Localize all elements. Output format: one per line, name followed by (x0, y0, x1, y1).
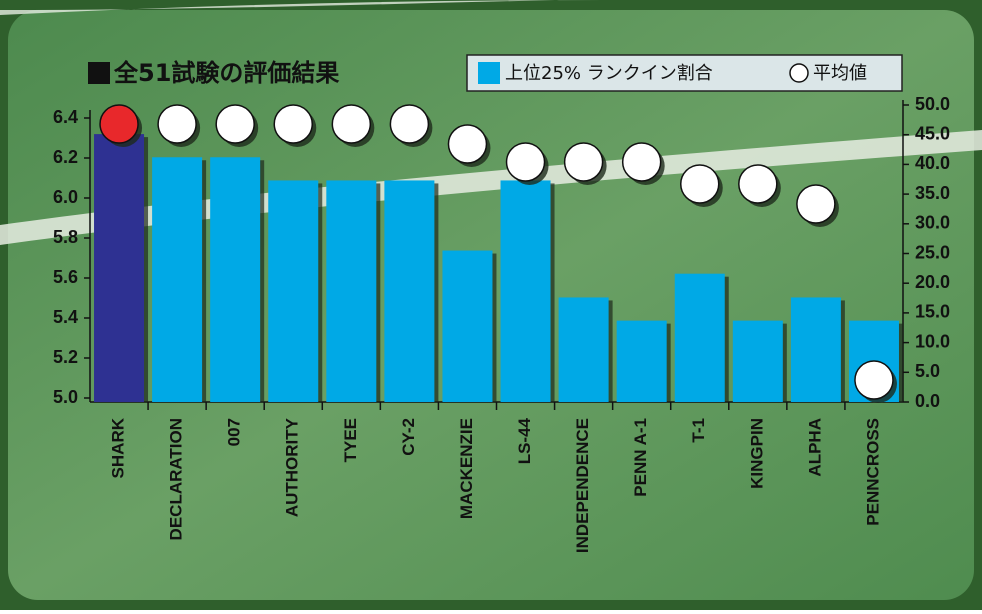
dot (215, 104, 255, 144)
y2-tick-label: 5.0 (915, 361, 940, 381)
dot (505, 142, 546, 182)
bar (558, 297, 609, 402)
bar (94, 134, 145, 402)
bar (384, 180, 435, 402)
x-tick-label: ALPHA (805, 418, 824, 477)
bar (500, 180, 551, 402)
dot (389, 104, 430, 144)
y2-tick-label: 10.0 (915, 331, 950, 351)
y2-tick-label: 0.0 (915, 391, 940, 411)
bar (268, 180, 319, 402)
x-tick-label: PENN A-1 (631, 418, 650, 497)
bar (674, 273, 725, 402)
y2-tick-label: 35.0 (915, 183, 950, 203)
bar (616, 320, 667, 402)
y2-tick-label: 25.0 (915, 242, 950, 262)
y-tick-label: 5.8 (53, 227, 78, 247)
y-tick-label: 5.4 (53, 307, 78, 327)
bar (326, 180, 377, 402)
bar (790, 297, 841, 402)
legend-label: 平均値 (813, 63, 867, 84)
x-tick-label: LS-44 (515, 417, 534, 464)
dot (273, 104, 313, 144)
y-tick-label: 6.4 (53, 107, 78, 127)
title-icon (88, 62, 110, 84)
dot (796, 184, 836, 224)
dot (854, 360, 894, 400)
legend (466, 54, 903, 92)
y2-tick-label: 20.0 (915, 272, 950, 292)
dot (447, 124, 488, 164)
y2-tick-label: 15.0 (915, 302, 950, 322)
dot (563, 142, 604, 182)
dot (738, 164, 778, 204)
y2-tick-label: 45.0 (915, 123, 950, 143)
x-tick-label: TYEE (341, 418, 360, 462)
y-tick-label: 6.0 (53, 187, 78, 207)
legend-label: 上位25% ランクイン割合 (505, 63, 713, 84)
dot (680, 164, 720, 204)
bar (442, 250, 493, 402)
x-tick-label: SHARK (109, 417, 128, 478)
x-tick-label: MACKENZIE (457, 418, 476, 519)
legend-swatch (789, 63, 809, 83)
x-tick-label: AUTHORITY (283, 417, 302, 517)
y2-tick-label: 40.0 (915, 153, 950, 173)
y2-tick-label: 50.0 (915, 94, 950, 114)
dot (621, 142, 662, 182)
x-tick-label: PENNCROSS (863, 418, 882, 526)
x-tick-label: DECLARATION (167, 418, 186, 540)
x-tick-label: KINGPIN (747, 418, 766, 489)
dot (157, 104, 197, 144)
dot (99, 104, 139, 144)
x-tick-label: T-1 (689, 418, 708, 443)
x-tick-label: 007 (225, 418, 244, 446)
y2-tick-label: 30.0 (915, 213, 950, 233)
chart-title: 全51試験の評価結果 (113, 59, 339, 87)
field-line (0, 130, 982, 245)
x-tick-label: CY-2 (399, 418, 418, 456)
dot (331, 104, 372, 144)
y-tick-label: 5.2 (53, 347, 78, 367)
x-tick-label: INDEPENDENCE (573, 418, 592, 553)
bar (732, 320, 783, 402)
y-tick-label: 5.6 (53, 267, 78, 287)
y-tick-label: 6.2 (53, 147, 78, 167)
y-tick-label: 5.0 (53, 387, 78, 407)
bar (152, 157, 203, 402)
bar (210, 157, 261, 402)
legend-swatch (478, 62, 500, 84)
